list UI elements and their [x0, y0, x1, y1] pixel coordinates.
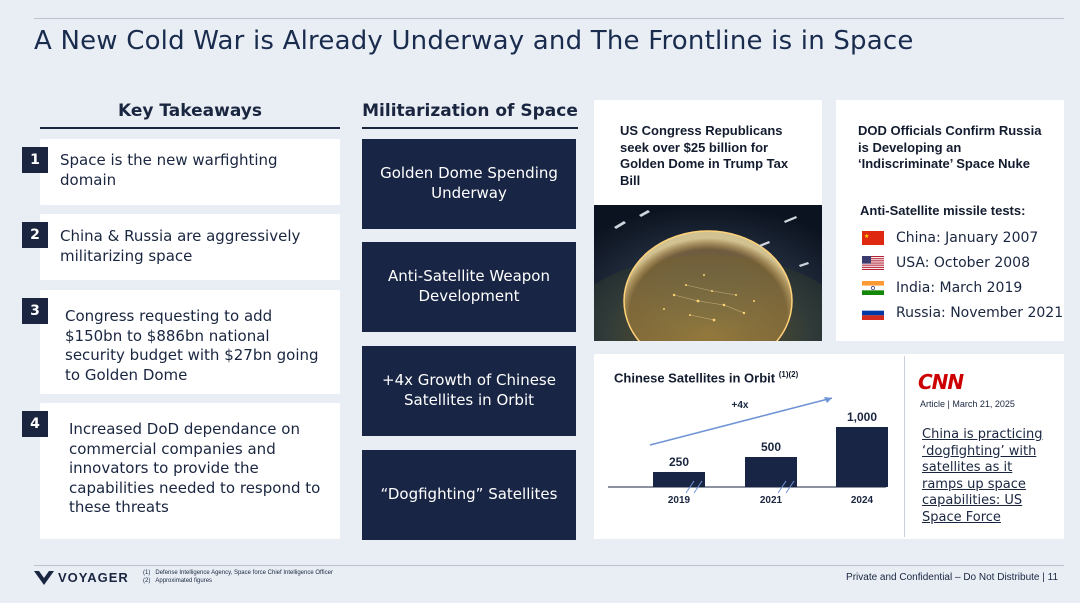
bottom-rule — [34, 565, 1064, 566]
top-rule — [34, 18, 1064, 19]
asat-test-label: Russia: November 2021 — [896, 305, 1064, 321]
data-label-2024: 1,000 — [847, 410, 877, 424]
data-label-2021: 500 — [761, 440, 781, 454]
asat-test-china: ★ China: January 2007 — [862, 230, 1038, 246]
takeaway-card-4 — [40, 403, 340, 539]
takeaway-card-2 — [40, 214, 340, 280]
takeaways-rule — [40, 127, 340, 129]
chart-title: Chinese Satellites in Orbit (1)(2) — [614, 370, 799, 386]
axis-break-1-a — [685, 480, 695, 494]
cnn-article-meta: Article | March 21, 2025 — [920, 399, 1015, 409]
takeaway-number-1: 1 — [22, 147, 48, 173]
asat-test-label: China: January 2007 — [896, 230, 1039, 246]
militarization-item-2: Anti-Satellite Weapon Development — [362, 242, 576, 332]
axis-break-2-a — [777, 480, 787, 494]
bar-2024 — [836, 427, 888, 487]
cnn-logo: CNN — [918, 370, 964, 394]
voyager-logo-text: VOYAGER — [58, 570, 129, 585]
svg-text:★: ★ — [864, 233, 869, 240]
takeaway-number-3: 3 — [22, 298, 48, 324]
takeaway-number-2: 2 — [22, 222, 48, 248]
chart-card — [594, 354, 1064, 539]
tick-label-2024: 2024 — [851, 495, 874, 506]
asat-test-india: India: March 2019 — [862, 280, 1022, 296]
news-headline-space-nuke: DOD Officials Confirm Russia is Developi… — [858, 123, 1042, 172]
china-flag-icon: ★ — [862, 231, 884, 245]
takeaway-card-3 — [40, 290, 340, 394]
takeaway-text-4: Increased DoD dependance on commercial c… — [69, 420, 321, 517]
footnote-text: Defense Intelligence Agency, Space force… — [155, 570, 333, 576]
asat-test-label: India: March 2019 — [896, 280, 1023, 296]
growth-annotation: +4x — [732, 400, 749, 411]
russia-flag-icon — [862, 306, 884, 320]
growth-arrow-head — [824, 397, 832, 403]
chart-cnn-divider — [904, 356, 905, 537]
footnote-number: (1) — [143, 570, 151, 576]
india-flag-icon — [862, 281, 884, 295]
footnotes: (1) Defense Intelligence Agency, Space f… — [143, 570, 333, 585]
militarization-item-3: +4x Growth of Chinese Satellites in Orbi… — [362, 346, 576, 436]
takeaway-text-1: Space is the new warfighting domain — [60, 151, 278, 189]
satellites-bar-chart: +4x 250 2019 500 2021 1,000 2024 — [608, 397, 888, 506]
asat-test-russia: Russia: November 2021 — [862, 305, 1063, 321]
data-label-2019: 250 — [669, 455, 689, 469]
globe-missile-image — [594, 205, 822, 341]
axis-break-1-b — [693, 480, 703, 494]
news-card-space-nuke — [836, 100, 1064, 341]
footnote-text: Approximated figures — [155, 577, 213, 584]
usa-flag-icon — [862, 256, 884, 270]
cnn-article-link[interactable]: China is practicing ‘dogfighting’ with s… — [922, 427, 1043, 525]
asat-tests-title: Anti-Satellite missile tests: — [860, 203, 1026, 218]
asat-test-usa: USA: October 2008 — [862, 255, 1030, 271]
militarization-heading: Militarization of Space — [362, 101, 578, 121]
militarization-item-4: “Dogfighting” Satellites — [362, 450, 576, 540]
voyager-logo-icon — [34, 570, 54, 585]
growth-arrow — [649, 397, 833, 446]
takeaways-heading: Key Takeaways — [118, 101, 262, 121]
tick-label-2019: 2019 — [668, 495, 691, 506]
militarization-item-1: Golden Dome Spending Underway — [362, 139, 576, 229]
axis-break-2-b — [785, 480, 795, 494]
takeaway-card-1 — [40, 139, 340, 205]
news-headline-golden-dome: US Congress Republicans seek over $25 bi… — [620, 123, 789, 188]
takeaway-number-4: 4 — [22, 411, 48, 437]
footnote-number: (2) — [143, 577, 151, 584]
page-title: A New Cold War is Already Underway and T… — [34, 26, 914, 56]
voyager-logo: VOYAGER — [34, 570, 129, 585]
asat-test-label: USA: October 2008 — [896, 255, 1030, 271]
militarization-rule — [362, 127, 578, 129]
confidentiality-notice: Private and Confidential – Do Not Distri… — [846, 572, 1058, 583]
bar-2019 — [653, 472, 705, 487]
bar-2021 — [745, 457, 797, 487]
takeaway-text-2: China & Russia are aggressively militari… — [60, 227, 301, 265]
tick-label-2021: 2021 — [760, 495, 783, 506]
takeaway-text-3: Congress requesting to add $150bn to $88… — [65, 307, 319, 384]
